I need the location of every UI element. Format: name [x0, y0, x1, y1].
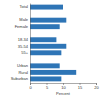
x-tick-label: 15 — [78, 85, 83, 90]
x-tick: 0 — [29, 83, 32, 90]
x-axis-title: Percent — [56, 91, 71, 96]
x-tick-label: 20 — [94, 85, 99, 90]
y-tick: Rural — [18, 70, 30, 75]
y-tick: Suburban — [11, 76, 30, 81]
y-tick-label: Urban — [17, 63, 28, 68]
bar — [30, 24, 60, 29]
chart: 0 5 10 15 20 Total Male Female 18-34 35-5455+ Urba… — [0, 0, 100, 98]
bars — [30, 5, 76, 82]
y-tick-label: 35-54 — [18, 44, 29, 49]
bar — [30, 50, 61, 55]
y-tick: Total — [20, 4, 30, 9]
bar — [30, 63, 60, 68]
y-tick: 35-54 — [18, 44, 30, 49]
x-tick: 5 — [46, 83, 49, 90]
y-tick: Urban — [17, 63, 30, 68]
x-tick-label: 10 — [61, 85, 66, 90]
y-tick: Female — [15, 24, 30, 29]
y-axis: Total Male Female 18-34 35-5455+ Urban RuralSu… — [11, 4, 31, 84]
y-axis-line — [30, 4, 31, 84]
x-tick: 10 — [61, 83, 66, 90]
y-tick-label: Rural — [18, 70, 28, 75]
y-tick: 55+ — [21, 50, 30, 55]
y-tick-label: Female — [15, 24, 29, 29]
x-tick: 20 — [94, 83, 99, 90]
x-tick-label: 5 — [46, 85, 49, 90]
bar — [30, 44, 66, 49]
bar — [30, 76, 61, 81]
plot: 0 5 10 15 20 Total Male Female 18-34 35-5455+ Urba… — [11, 4, 100, 90]
bar — [30, 37, 56, 42]
x-axis: 0 5 10 15 20 — [29, 83, 99, 90]
y-tick-label: 18-34 — [18, 37, 29, 42]
bar — [30, 5, 63, 10]
y-tick-label: Total — [20, 4, 29, 9]
bar — [30, 70, 76, 75]
y-tick: Male — [19, 17, 30, 22]
y-tick: 18-34 — [18, 37, 30, 42]
x-tick-label: 0 — [29, 85, 32, 90]
y-tick-label: 55+ — [21, 50, 28, 55]
x-tick: 15 — [78, 83, 83, 90]
y-tick-label: Male — [19, 17, 28, 22]
y-tick-label: Suburban — [11, 76, 28, 81]
bar — [30, 18, 66, 23]
